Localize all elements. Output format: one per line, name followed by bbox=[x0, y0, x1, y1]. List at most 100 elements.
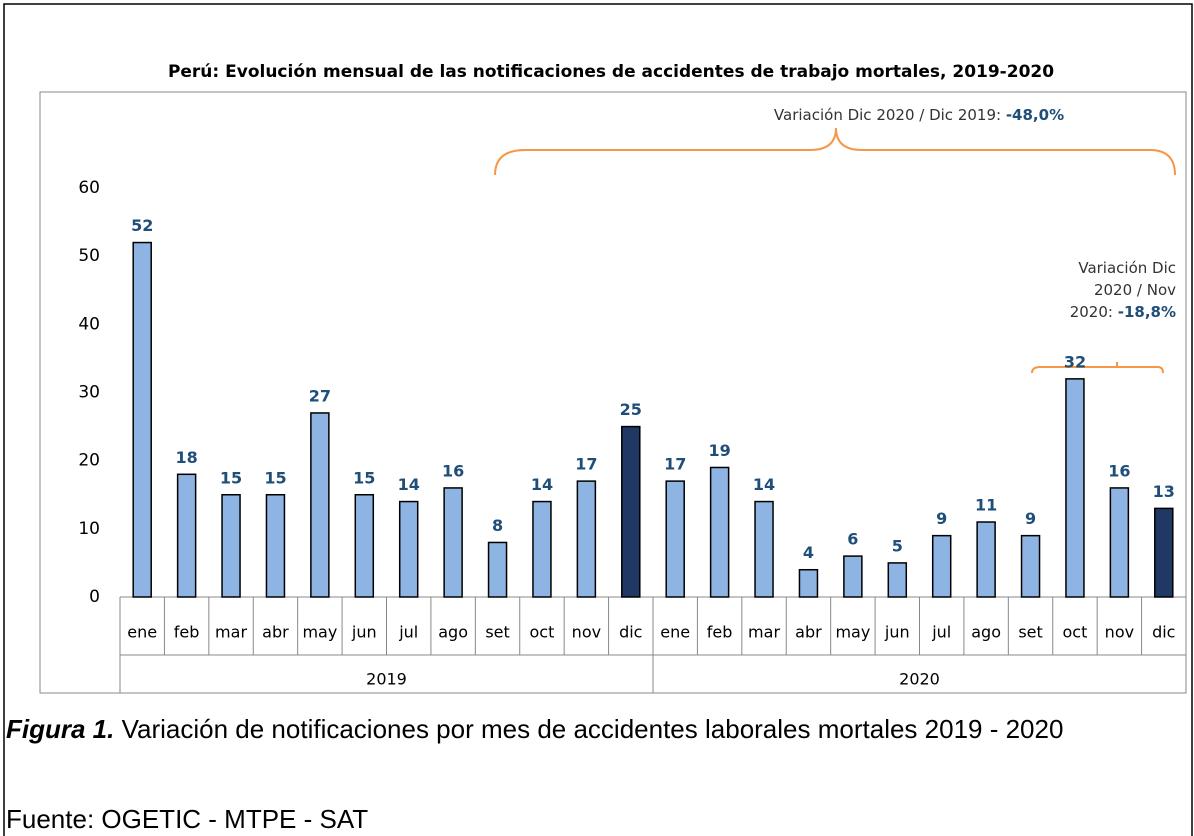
annotation-value: -48,0% bbox=[1006, 106, 1064, 124]
annotation-value: -18,8% bbox=[1118, 303, 1176, 321]
x-tick-label: dic bbox=[619, 623, 642, 642]
x-tick-label: set bbox=[1018, 623, 1042, 642]
chart-title: Perú: Evolución mensual de las notificac… bbox=[168, 62, 1054, 82]
data-label: 19 bbox=[708, 441, 730, 460]
bar bbox=[176, 473, 197, 598]
x-tick-label: jul bbox=[931, 623, 951, 642]
data-label: 13 bbox=[1153, 482, 1175, 501]
x-tick-label: mar bbox=[748, 623, 780, 642]
bar bbox=[621, 425, 641, 598]
plot-frame bbox=[39, 91, 1187, 694]
data-label: 9 bbox=[936, 509, 947, 528]
bar bbox=[798, 568, 819, 598]
annotation-text: Variación Dic 2020 / Dic 2019: bbox=[774, 106, 1001, 124]
source: Fuente: OGETIC - MTPE - SAT bbox=[6, 804, 369, 834]
bar bbox=[265, 494, 286, 598]
x-tick-label: jun bbox=[884, 623, 910, 642]
data-label: 17 bbox=[575, 455, 597, 474]
annotation: Variación Dic bbox=[1078, 259, 1176, 277]
data-label: 5 bbox=[892, 536, 903, 555]
bar bbox=[1065, 378, 1085, 598]
data-label: 17 bbox=[664, 455, 686, 474]
bar bbox=[1020, 534, 1041, 598]
x-tick-label: mar bbox=[215, 623, 247, 642]
data-label: 27 bbox=[309, 386, 331, 405]
annotation: Variación Dic 2020 / Dic 2019: -48,0% bbox=[774, 106, 1064, 124]
bar bbox=[931, 534, 952, 598]
x-tick-label: feb bbox=[707, 623, 733, 642]
bar bbox=[1154, 507, 1174, 598]
data-label: 18 bbox=[175, 448, 197, 467]
bar bbox=[532, 500, 552, 598]
x-tick-label: abr bbox=[795, 623, 822, 642]
x-tick-label: dic bbox=[1152, 623, 1175, 642]
x-tick-label: ene bbox=[660, 623, 690, 642]
x-tick-label: abr bbox=[262, 623, 289, 642]
bar bbox=[843, 555, 863, 598]
x-tick-label: oct bbox=[1063, 623, 1088, 642]
bar bbox=[398, 500, 419, 598]
data-label: 8 bbox=[492, 516, 503, 535]
y-tick-label: 50 bbox=[78, 246, 100, 266]
annotation-text: 2020: bbox=[1070, 303, 1113, 321]
data-label: 52 bbox=[131, 216, 153, 235]
data-label: 16 bbox=[442, 461, 464, 480]
bar bbox=[976, 521, 996, 598]
data-label: 15 bbox=[264, 468, 286, 487]
annotation-text: 2020 / Nov bbox=[1094, 281, 1176, 299]
data-label: 9 bbox=[1025, 509, 1036, 528]
x-tick-label: feb bbox=[174, 623, 200, 642]
data-label: 4 bbox=[803, 543, 814, 562]
bar bbox=[665, 480, 685, 598]
y-tick-label: 0 bbox=[89, 587, 100, 607]
data-label: 11 bbox=[975, 496, 997, 515]
data-label: 15 bbox=[220, 468, 242, 487]
y-tick-label: 60 bbox=[78, 178, 100, 198]
bar bbox=[443, 487, 463, 598]
x-tick-label: may bbox=[302, 623, 337, 642]
bar bbox=[132, 241, 152, 598]
figure-border bbox=[3, 3, 1193, 836]
bar bbox=[1109, 487, 1130, 598]
group-label: 2020 bbox=[899, 670, 940, 689]
bar bbox=[487, 541, 508, 598]
bar bbox=[310, 412, 330, 598]
brace bbox=[494, 127, 1176, 176]
caption: Figura 1. Variación de notificaciones po… bbox=[6, 714, 1156, 744]
bar bbox=[354, 494, 375, 598]
data-label: 14 bbox=[753, 475, 775, 494]
x-tick-label: oct bbox=[530, 623, 555, 642]
data-label: 14 bbox=[531, 475, 553, 494]
data-label: 25 bbox=[620, 400, 642, 419]
x-tick-label: ago bbox=[438, 623, 468, 642]
bar bbox=[221, 494, 241, 598]
bar bbox=[709, 466, 730, 598]
x-tick-label: jul bbox=[398, 623, 418, 642]
y-tick-label: 10 bbox=[78, 519, 100, 539]
annotation-text: Variación Dic bbox=[1078, 259, 1176, 277]
y-tick-label: 20 bbox=[78, 451, 100, 471]
bar bbox=[754, 500, 774, 598]
brace bbox=[1031, 362, 1164, 374]
bar bbox=[887, 562, 908, 598]
data-label: 16 bbox=[1108, 461, 1130, 480]
x-tick-label: may bbox=[835, 623, 870, 642]
caption-label: Figura 1. bbox=[6, 714, 115, 744]
x-tick-label: nov bbox=[1105, 623, 1134, 642]
x-tick-label: ene bbox=[127, 623, 157, 642]
data-label: 32 bbox=[1064, 352, 1086, 371]
y-tick-label: 30 bbox=[78, 383, 100, 403]
x-tick-label: jun bbox=[351, 623, 377, 642]
annotation: 2020 / Nov bbox=[1094, 281, 1176, 299]
x-tick-label: set bbox=[485, 623, 509, 642]
group-label: 2019 bbox=[366, 670, 407, 689]
data-label: 14 bbox=[398, 475, 420, 494]
data-label: 15 bbox=[353, 468, 375, 487]
caption-text: Variación de notificaciones por mes de a… bbox=[121, 714, 1064, 744]
bar bbox=[576, 480, 597, 598]
x-tick-label: nov bbox=[572, 623, 601, 642]
y-tick-label: 40 bbox=[78, 314, 100, 334]
annotation: 2020: -18,8% bbox=[1070, 303, 1176, 321]
